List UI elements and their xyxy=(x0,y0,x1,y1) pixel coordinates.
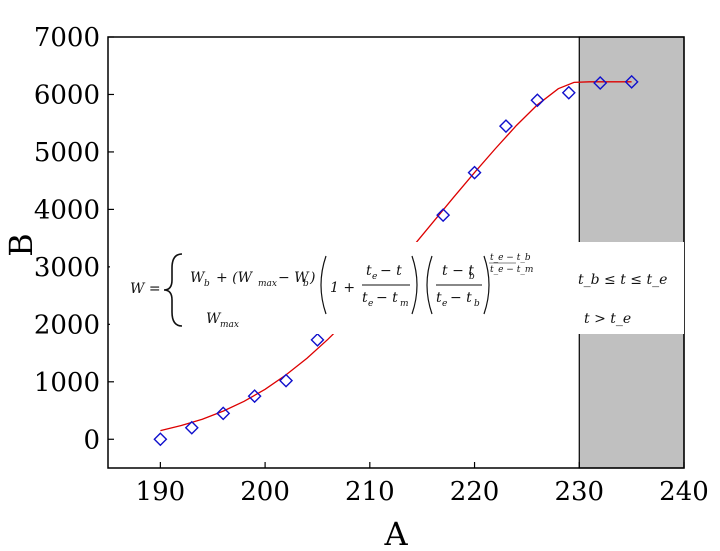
x-tick-label: 210 xyxy=(345,477,395,507)
eq-row1-term1-sub: b xyxy=(204,279,210,289)
x-tick-label: 190 xyxy=(136,477,186,507)
y-axis-label: B xyxy=(2,233,40,257)
y-tick-label: 1000 xyxy=(34,368,100,398)
equation-brace xyxy=(163,253,183,327)
eq-paren2-left xyxy=(426,255,433,315)
data-point xyxy=(247,389,262,404)
data-point xyxy=(593,75,608,90)
eq-condition-1: t_b ≤ t ≤ t_e xyxy=(578,272,667,288)
eq-frac2-den: t xyxy=(436,290,442,306)
eq-frac2-den-rest: − t xyxy=(450,290,472,306)
x-tick-label: 230 xyxy=(554,477,604,507)
eq-frac2-num: t − t xyxy=(442,263,474,279)
eq-frac1-den-rest: − t xyxy=(376,290,398,306)
equation-background xyxy=(110,242,684,334)
eq-row1-term3-sub: b xyxy=(303,279,309,289)
data-point xyxy=(216,406,231,421)
y-tick-label: 3000 xyxy=(34,253,100,283)
data-point xyxy=(310,332,325,347)
data-point xyxy=(153,432,168,447)
data-point xyxy=(279,373,294,388)
eq-paren2-right xyxy=(483,255,490,315)
eq-row2: W xyxy=(206,311,222,327)
y-tick-label: 0 xyxy=(83,425,100,455)
eq-frac1-den-sub: e xyxy=(368,299,373,309)
data-point xyxy=(530,93,545,108)
eq-one-plus: 1 + xyxy=(330,280,355,296)
data-point xyxy=(436,208,451,223)
eq-row1-term2-sub: max xyxy=(258,279,277,289)
x-tick-label: 220 xyxy=(450,477,500,507)
eq-frac1-num-rest: − t xyxy=(380,263,402,279)
eq-frac2-den-sub: e xyxy=(442,299,447,309)
y-tick-label: 5000 xyxy=(34,138,100,168)
data-point xyxy=(561,85,576,100)
equation-lhs: W = xyxy=(130,281,161,297)
eq-paren1-right xyxy=(411,255,418,315)
eq-frac1-num-sub: e xyxy=(372,272,377,282)
eq-row1-close: ) xyxy=(309,270,315,286)
eq-row2-sub: max xyxy=(220,320,239,330)
eq-condition-2: t > t_e xyxy=(584,311,631,327)
eq-paren1-left xyxy=(320,255,327,315)
eq-frac1-den: t xyxy=(362,290,368,306)
y-tick-label: 7000 xyxy=(34,23,100,53)
eq-frac1-num: t xyxy=(366,263,372,279)
y-tick-label: 6000 xyxy=(34,80,100,110)
data-point xyxy=(467,165,482,180)
eq-row1-term3: − W xyxy=(278,270,310,286)
eq-frac2-num-sub: b xyxy=(469,272,475,282)
x-tick-label: 240 xyxy=(659,477,709,507)
data-point xyxy=(498,119,513,134)
eq-row1-term2: + (W xyxy=(216,270,254,286)
eq-frac1-den-sub2: m xyxy=(400,299,409,309)
eq-exponent-num: t_e − t_b xyxy=(490,253,531,263)
eq-frac2-den-sub2: b xyxy=(474,299,480,309)
equation-block: W = W b + (W max − W b ) 1 + t e − t t e… xyxy=(110,242,684,334)
data-point xyxy=(624,74,639,89)
y-tick-label: 4000 xyxy=(34,195,100,225)
data-point xyxy=(184,420,199,435)
x-axis-label: A xyxy=(383,515,408,551)
eq-row1-term1: W xyxy=(190,270,206,286)
x-tick-label: 200 xyxy=(240,477,290,507)
eq-exponent-den: t_e − t_m xyxy=(490,265,533,275)
y-tick-label: 2000 xyxy=(34,310,100,340)
